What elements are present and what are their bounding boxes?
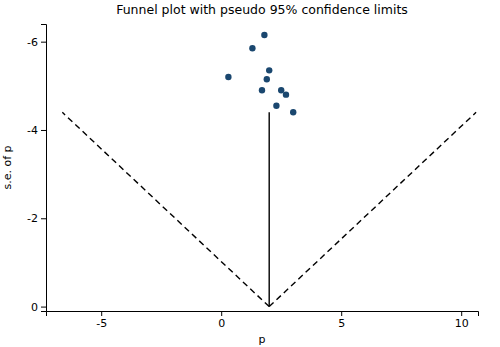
- x-tick-label: 10: [455, 317, 469, 330]
- study-point: [259, 87, 265, 93]
- y-axis-title: s.e. of p: [1, 145, 14, 189]
- plot-area: [62, 32, 476, 307]
- study-point: [273, 102, 279, 108]
- x-tick-label: -5: [96, 317, 107, 330]
- y-tick-label: 0: [31, 301, 38, 314]
- confidence-limit: [269, 112, 476, 306]
- y-tick-mark: [41, 42, 46, 43]
- y-tick-mark: [41, 218, 46, 219]
- x-tick-mark: [461, 311, 462, 316]
- x-tick: 10: [455, 311, 469, 330]
- y-tick-label: -4: [27, 124, 38, 137]
- x-tick: 5: [338, 311, 345, 330]
- study-point: [264, 76, 270, 82]
- x-tick-mark: [221, 311, 222, 316]
- x-tick: 0: [218, 311, 225, 330]
- y-axis-line: [41, 25, 47, 312]
- x-tick-label: 5: [338, 317, 345, 330]
- chart: Funnel plot with pseudo 95% confidence l…: [0, 0, 500, 347]
- y-tick-label: -6: [27, 36, 38, 49]
- study-point: [290, 109, 296, 115]
- x-tick-label: 0: [218, 317, 225, 330]
- x-axis-title: p: [259, 333, 266, 346]
- x-axis-line: [47, 312, 479, 317]
- y-tick: 0: [31, 301, 46, 314]
- study-point: [283, 91, 289, 97]
- x-tick-mark: [341, 311, 342, 316]
- y-tick: -4: [27, 124, 46, 137]
- y-axis: -6 -4 -2 0: [27, 25, 46, 314]
- x-tick: -5: [96, 311, 107, 330]
- study-point: [225, 74, 231, 80]
- study-point: [266, 67, 272, 73]
- study-point: [278, 87, 284, 93]
- x-tick-mark: [101, 311, 102, 316]
- study-point: [249, 45, 255, 51]
- y-tick-label: -2: [27, 212, 38, 225]
- pooled-estimate: [269, 112, 270, 306]
- y-tick-mark: [41, 307, 46, 308]
- y-tick: -6: [27, 36, 46, 49]
- confidence-limit: [62, 112, 269, 306]
- y-tick-mark: [41, 130, 46, 131]
- y-tick: -2: [27, 212, 46, 225]
- study-point: [261, 32, 267, 38]
- x-axis: -5 0 5 10: [47, 311, 479, 330]
- title: Funnel plot with pseudo 95% confidence l…: [116, 2, 408, 17]
